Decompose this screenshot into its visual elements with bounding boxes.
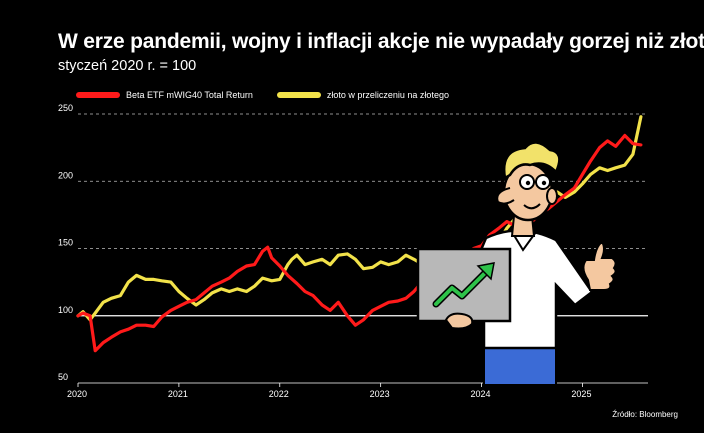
- trousers: [483, 344, 557, 386]
- thumbs-up-hand: [582, 240, 617, 291]
- legend-swatch-yellow: [276, 92, 321, 98]
- x-tick-label: 2020: [67, 389, 87, 399]
- x-tick-label: 2024: [471, 389, 491, 399]
- x-tick-label: 2021: [168, 389, 188, 399]
- chart-title: W erze pandemii, wojny i inflacji akcje …: [58, 30, 704, 53]
- y-axis: 50 100 150 200 250: [58, 103, 73, 382]
- x-tick-label: 2025: [571, 389, 591, 399]
- smile: [523, 203, 541, 210]
- y-tick-label: 100: [58, 305, 73, 315]
- y-tick-label: 200: [58, 170, 73, 180]
- legend-swatch-red: [76, 92, 120, 98]
- man-with-laptop-icon: [416, 141, 617, 386]
- x-axis: 2020 2021 2022 2023 2024 2025: [67, 383, 591, 399]
- y-tick-label: 50: [58, 372, 68, 382]
- legend-label-red: Beta ETF mWIG40 Total Return: [126, 90, 253, 100]
- x-tick-label: 2022: [269, 389, 289, 399]
- legend: Beta ETF mWIG40 Total Return złoto w prz…: [76, 90, 473, 100]
- ear: [546, 187, 558, 205]
- x-tick-label: 2023: [370, 389, 390, 399]
- legend-item-yellow: złoto w przeliczeniu na złotego: [276, 90, 449, 100]
- laptop: [416, 247, 512, 323]
- holding-hand: [444, 312, 474, 330]
- legend-label-yellow: złoto w przeliczeniu na złotego: [326, 90, 449, 100]
- legend-item-red: Beta ETF mWIG40 Total Return: [76, 90, 253, 100]
- hair: [502, 141, 561, 181]
- chart-subtitle: styczeń 2020 r. = 100: [58, 58, 197, 74]
- y-tick-label: 150: [58, 238, 73, 248]
- source-note: Źródło: Bloomberg: [612, 410, 678, 419]
- nose: [496, 187, 515, 205]
- y-tick-label: 250: [58, 103, 73, 113]
- collar: [511, 231, 537, 252]
- rising-arrow-icon: [434, 270, 488, 306]
